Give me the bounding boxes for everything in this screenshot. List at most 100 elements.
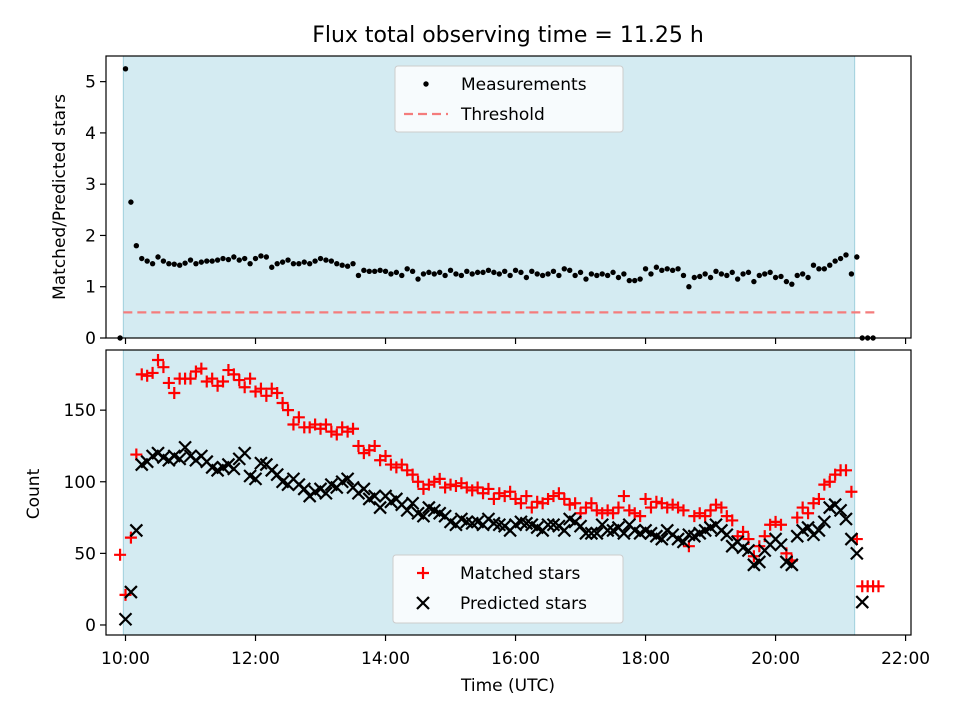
matched-star-point	[227, 368, 240, 381]
matched-star-point	[585, 497, 598, 510]
matched-star-point	[482, 482, 495, 495]
matched-star-point	[845, 485, 858, 498]
legend-marker-matched	[417, 567, 429, 579]
matched-star-point	[504, 485, 517, 498]
matched-star-point	[563, 498, 576, 511]
predicted-star-point	[297, 482, 312, 496]
matched-star-point	[319, 418, 332, 431]
legend-marker-predicted	[416, 596, 430, 610]
predicted-star-point	[340, 472, 355, 486]
matched-star-point	[157, 361, 170, 374]
measurement-point	[166, 260, 172, 267]
matched-star-point	[195, 362, 208, 375]
bottom-legend-box	[392, 554, 624, 624]
matched-star-point	[200, 375, 213, 388]
measurement-point	[534, 271, 540, 277]
measurement-point	[626, 277, 633, 284]
measurement-point	[837, 255, 844, 262]
measurement-point	[464, 268, 470, 275]
predicted-star-point	[655, 532, 669, 546]
predicted-star-point	[405, 496, 420, 511]
matched-star-point	[460, 481, 473, 494]
x-tick-label: 10:00	[101, 649, 150, 669]
measurement-point	[583, 276, 589, 282]
predicted-star-point	[617, 526, 631, 541]
top-y-axis-label: Matched/Predicted stars	[50, 94, 70, 300]
measurement-point	[512, 267, 519, 274]
measurement-point	[518, 269, 524, 276]
measurement-point	[707, 274, 714, 281]
measurement-point	[799, 271, 806, 277]
measurement-point	[317, 255, 324, 262]
matched-star-point	[569, 497, 582, 510]
measurement-point	[854, 254, 860, 260]
matched-star-point	[823, 475, 836, 488]
matched-star-point	[341, 425, 354, 438]
measurement-point	[718, 271, 725, 277]
legend-marker-measurements	[423, 81, 429, 87]
matched-star-point	[644, 501, 657, 514]
measurement-point	[176, 262, 183, 268]
matched-star-point	[433, 472, 446, 485]
matched-star-point	[699, 510, 712, 523]
matched-star-point	[428, 475, 441, 488]
predicted-star-point	[172, 452, 187, 466]
matched-star-point	[303, 421, 316, 434]
predicted-star-point	[584, 526, 599, 541]
measurement-point	[361, 267, 367, 274]
matched-star-point	[693, 507, 706, 520]
measurement-point	[155, 254, 161, 260]
x-tick-label: 20:00	[751, 649, 800, 669]
matched-star-point	[542, 492, 555, 505]
predicted-star-point	[579, 526, 593, 541]
matched-star-point	[839, 464, 852, 477]
measurement-point	[588, 271, 595, 277]
measurement-point	[529, 268, 535, 275]
matched-star-point	[412, 475, 425, 488]
measurement-point	[225, 256, 232, 263]
top-legend: Measurements Threshold	[394, 65, 624, 133]
measurement-point	[344, 263, 351, 269]
matched-star-point	[812, 492, 825, 505]
predicted-star-point	[367, 489, 382, 503]
predicted-star-point	[118, 612, 133, 627]
measurement-point	[139, 255, 145, 262]
measurement-point	[789, 281, 795, 287]
measurement-point	[832, 258, 838, 264]
y-tick-label: 5	[85, 73, 96, 93]
matched-star-point	[601, 504, 614, 517]
measurement-point	[669, 267, 676, 274]
bottom-legend: Matched stars Predicted stars	[392, 554, 624, 624]
predicted-star-point	[541, 517, 555, 532]
measurement-point	[778, 273, 784, 280]
matched-star-point	[525, 501, 538, 514]
measurement-point	[734, 276, 741, 282]
chart-title: Flux total observing time = 11.25 h	[312, 23, 704, 48]
measurement-point	[577, 269, 584, 276]
top-axes-frame	[105, 55, 912, 339]
measurement-point	[659, 267, 665, 274]
x-axis-label: Time (UTC)	[460, 676, 555, 696]
measurement-point	[496, 271, 502, 277]
matched-star-point	[769, 515, 782, 528]
measurement-point	[149, 260, 156, 267]
measurement-point	[252, 255, 259, 262]
matched-star-point	[818, 478, 831, 491]
bottom-y-axis-label: Count	[24, 468, 44, 519]
predicted-star-point	[855, 595, 870, 609]
measurement-point	[442, 272, 448, 279]
measurement-point	[171, 261, 177, 267]
measurement-point	[279, 259, 286, 265]
measurement-point	[664, 266, 670, 272]
predicted-star-point	[752, 555, 767, 569]
matched-star-point	[547, 490, 560, 503]
predicted-star-point	[248, 472, 263, 486]
matched-star-point	[774, 518, 787, 531]
matched-star-point	[709, 498, 722, 511]
measurement-point	[756, 272, 763, 279]
measurement-point	[247, 260, 253, 267]
measurement-point	[241, 255, 248, 262]
measurement-point	[399, 272, 405, 279]
matched-star-point	[726, 514, 739, 527]
measurement-point	[220, 255, 226, 262]
